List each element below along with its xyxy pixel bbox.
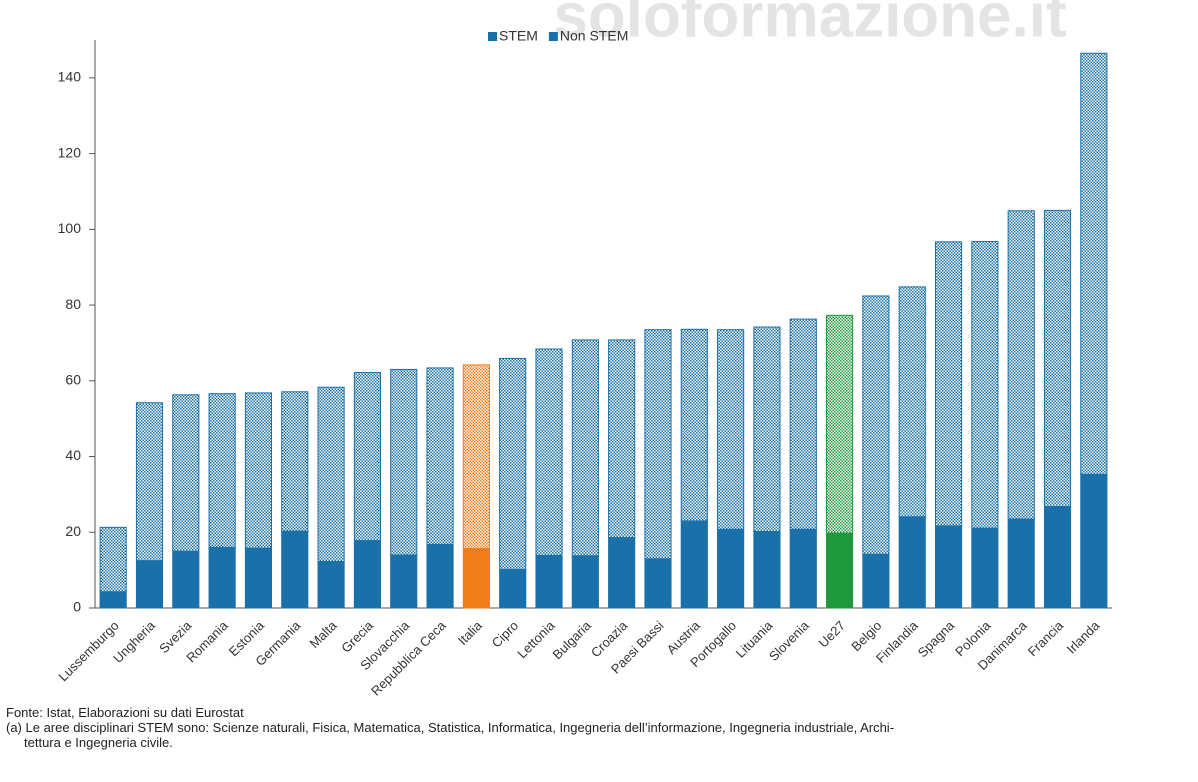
bar-segment [753,326,781,533]
bar-segment [934,525,963,609]
bar-segment [789,528,817,609]
x-tick-label: Lussemburgo [55,618,121,684]
bar-segment [862,295,890,555]
bar-segment [244,392,273,549]
bar-segment [753,531,781,609]
bar-segment [571,339,599,557]
bar-segment [172,550,200,609]
bar-segment [1043,209,1072,508]
bar-segment [862,553,890,609]
bar-segment [281,530,309,609]
bar-segment [680,328,708,522]
bar-segment [244,547,273,609]
bar-segment [717,329,745,530]
bar-segment [1007,210,1035,520]
bar-segment [317,386,345,562]
bar-segment [608,339,636,539]
source-note: Fonte: Istat, Elaborazioni su dati Euros… [6,705,244,720]
y-tick-label: 100 [58,220,82,236]
x-tick-label: Cipro [489,618,522,651]
y-tick-label: 0 [73,599,81,615]
y-tick-label: 140 [58,69,82,85]
bar-segment [1043,506,1072,609]
chart: soloformazione.it 0 20 40 60 80 100 120 140 Luss… [55,0,1112,699]
bar-segment [499,357,527,570]
bar-segment [934,241,963,527]
bar-segment [135,560,164,609]
bar-segment [971,240,999,529]
x-tick-label: Malta [307,617,341,651]
bar-segment [571,555,599,609]
y-tick-label: 120 [58,144,82,160]
bar-segment [680,520,708,609]
bar-segment [99,591,127,609]
bar-segment [1080,52,1108,475]
bar-segment [390,554,418,609]
x-tick-label: Romania [183,617,231,665]
x-tick-label: Francia [1025,617,1067,659]
y-tick-label: 40 [65,447,81,463]
x-tick-label: Irlanda [1064,617,1103,656]
bar-segment [644,329,672,560]
y-tick-label: 60 [65,372,81,388]
bar-segment [717,528,745,609]
y-tick-label: 20 [65,523,81,539]
footnote: tettura e Ingegneria civile. [24,735,173,750]
y-tick-label: 80 [65,296,81,312]
legend-swatch [488,32,497,41]
bar-segment [462,364,490,550]
x-tick-label: Italia [455,617,486,648]
bar-segment [172,394,200,552]
x-tick-label: Ue27 [816,618,849,651]
bar-segment [535,348,563,556]
bar-segment [826,532,854,609]
legend-label: STEM [499,28,538,44]
bar-segment [426,543,454,609]
x-tick-label: Spagna [915,617,958,660]
bar-segment [1007,518,1035,609]
bar-segment [462,548,490,609]
bar-segment [898,516,926,609]
bar-segment [499,568,527,609]
bar-segment [826,314,854,534]
x-tick-label: Bulgaria [550,617,595,662]
bar-segment [208,393,236,548]
bar-segment [208,546,236,609]
bar-segment [317,560,345,609]
bar-segment [535,554,563,609]
x-tick-label: Slovenia [766,617,812,663]
bar-segment [135,402,164,562]
legend-swatch [548,32,558,41]
bar-segment [1080,473,1108,609]
bar-segment [99,526,127,593]
legend-label: Non STEM [560,28,628,44]
bar-segment [426,367,454,545]
bar-segment [971,527,999,609]
bar-segment [281,391,309,532]
bar-segment [353,540,381,609]
bar-segment [608,537,636,609]
bar-segment [353,371,381,542]
bar-segment [644,558,672,609]
bar-segment [390,368,418,556]
bar-segment [789,318,817,530]
watermark: soloformazione.it [553,0,1066,50]
footnote: (a) Le aree disciplinari STEM sono: Scie… [6,720,895,735]
bar-segment [898,286,926,518]
